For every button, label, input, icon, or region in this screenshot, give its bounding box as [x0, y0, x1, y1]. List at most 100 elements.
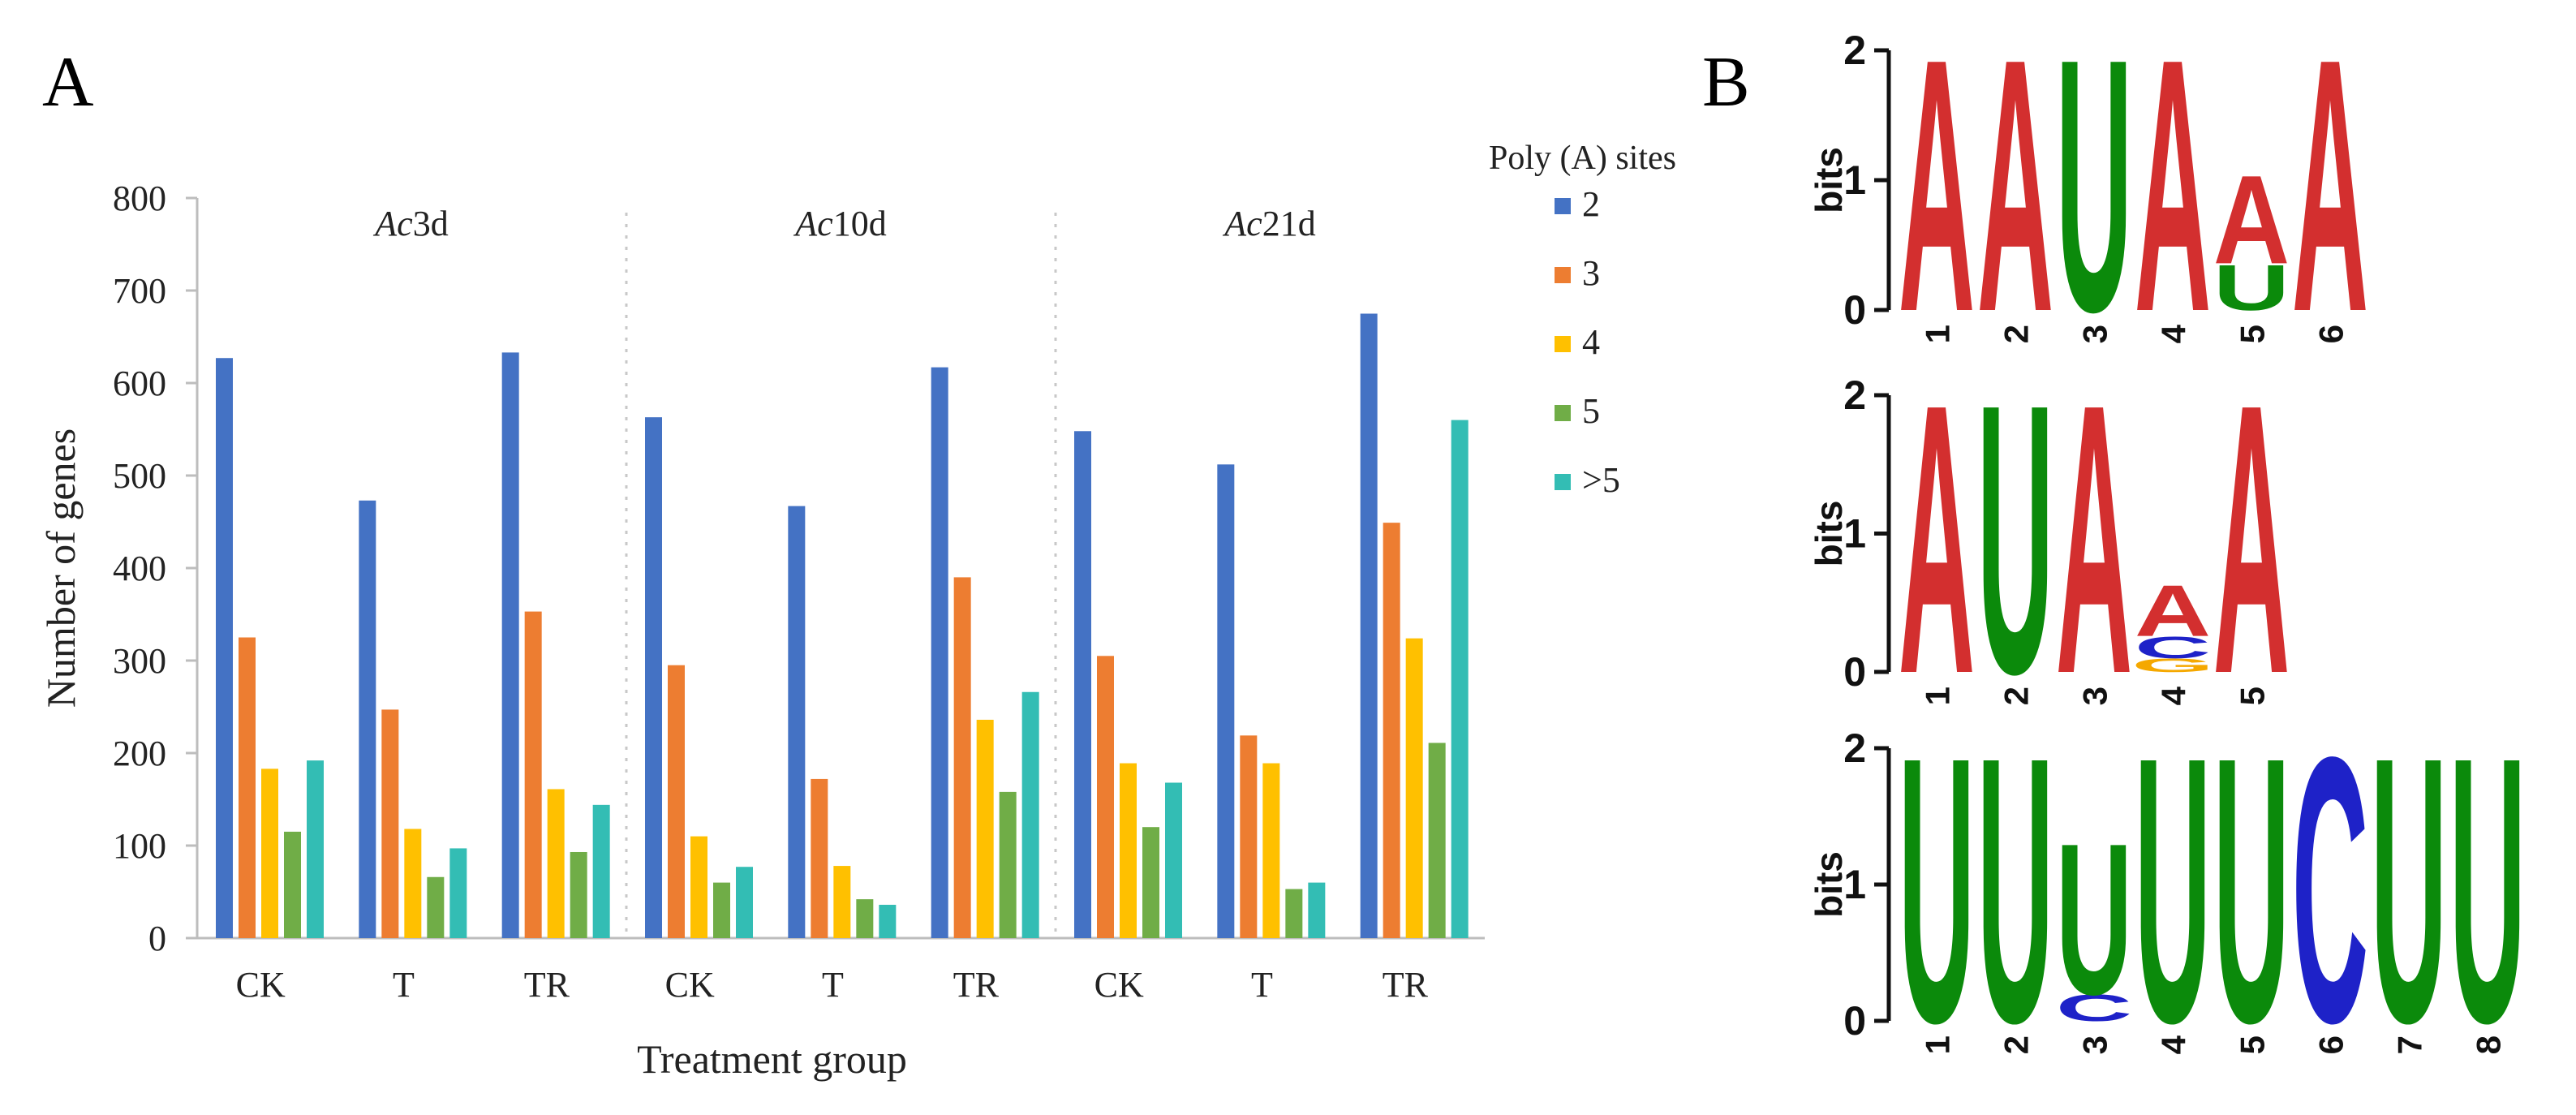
bar-series-3-T — [811, 778, 828, 938]
logo-letter-A: A — [2213, 325, 2290, 754]
logo-y-tick-label: 1 — [1843, 511, 1866, 557]
bar-series-5-T — [1285, 889, 1303, 938]
x-tick-label: TR — [1383, 965, 1429, 1005]
logo-position-label: 1 — [1919, 1035, 1957, 1054]
bar-series-4-TR — [547, 789, 565, 938]
bar-series-3-TR — [953, 577, 971, 938]
logo-y-axis-label: bits — [1808, 501, 1850, 567]
y-tick-label: 400 — [113, 549, 166, 588]
bar-series-4-TR — [976, 719, 994, 938]
bar-series-gt5-CK — [307, 760, 324, 938]
bar-series-5-TR — [570, 851, 587, 938]
y-tick-label: 300 — [113, 641, 166, 681]
group-title: Ac21d — [1222, 204, 1315, 243]
logo-position-label: 4 — [2155, 324, 2193, 343]
logo-position-label: 7 — [2391, 1035, 2429, 1054]
logo-y-tick-label: 1 — [1843, 862, 1866, 907]
x-tick-label: TR — [524, 965, 570, 1005]
bar-series-5-T — [427, 876, 445, 938]
legend-title: Poly (A) sites — [1489, 140, 1676, 177]
legend-swatch — [1555, 405, 1571, 421]
logo-y-tick-label: 0 — [1843, 998, 1866, 1044]
logo-position-label: 2 — [1998, 687, 2036, 705]
bar-series-4-CK — [261, 768, 278, 938]
logo-position-label: 1 — [1919, 687, 1957, 705]
logo-position-label: 5 — [2234, 1035, 2272, 1054]
logo-letter-A: A — [2056, 325, 2132, 754]
legend-swatch — [1555, 267, 1571, 283]
logo-letter-A: A — [2135, 0, 2211, 387]
bar-series-5-CK — [284, 831, 301, 938]
logo-y-tick-label: 0 — [1843, 287, 1866, 333]
bar-series-4-T — [404, 829, 422, 938]
logo-position-label: 2 — [1998, 1035, 2036, 1054]
y-tick-label: 0 — [148, 919, 166, 958]
bar-series-gt5-TR — [1021, 691, 1039, 938]
logo-position-label: 1 — [1919, 325, 1957, 343]
legend-swatch — [1555, 336, 1571, 352]
logo-letter-U: U — [2056, 799, 2132, 1040]
bar-series-gt5-T — [879, 904, 897, 938]
logo-y-tick-label: 2 — [1843, 725, 1866, 771]
legend-entry-label: 2 — [1582, 184, 1600, 224]
panel-b-label: B — [1702, 43, 1750, 122]
y-axis-label: Number of genes — [38, 428, 84, 708]
bar-series-2-CK — [1074, 431, 1091, 938]
logo-letter-U: U — [2213, 678, 2290, 1102]
x-tick-label: CK — [665, 965, 715, 1005]
logo-letter-C: C — [2135, 631, 2211, 665]
legend-swatch — [1555, 198, 1571, 214]
bar-series-2-CK — [216, 358, 233, 939]
x-tick-label: T — [393, 965, 415, 1005]
logo-letter-A: A — [1899, 0, 1975, 387]
logo-letter-U: U — [2213, 252, 2290, 324]
logo-y-axis-label: bits — [1808, 851, 1850, 918]
bar-series-2-T — [1217, 464, 1235, 938]
bar-series-4-CK — [1120, 763, 1137, 938]
bar-series-5-CK — [713, 882, 730, 938]
group-title: Ac10d — [793, 204, 886, 243]
logo-position-label: 6 — [2312, 1035, 2350, 1054]
logo-position-label: 3 — [2076, 687, 2114, 705]
legend-entry-label: 4 — [1582, 322, 1600, 362]
x-axis-label: Treatment group — [637, 1036, 907, 1082]
logo-letter-A: A — [2135, 570, 2211, 652]
logo-y-axis-label: bits — [1808, 147, 1850, 213]
x-tick-label: CK — [1094, 965, 1144, 1005]
logo-letter-G: G — [2131, 655, 2214, 677]
logo-position-label: 8 — [2470, 1035, 2508, 1054]
bar-series-4-TR — [1405, 638, 1423, 938]
bar-series-5-TR — [999, 791, 1017, 938]
x-tick-label: T — [822, 965, 844, 1005]
logo-position-label: 3 — [2076, 325, 2114, 343]
bar-series-3-TR — [1383, 523, 1400, 938]
bar-series-2-TR — [501, 352, 519, 938]
logo-position-label: 4 — [2155, 686, 2193, 705]
bar-series-3-CK — [1097, 656, 1114, 938]
logo-letter-A: A — [2213, 150, 2290, 291]
x-tick-label: TR — [953, 965, 1000, 1005]
legend-swatch — [1555, 474, 1571, 490]
logo-position-label: 5 — [2234, 325, 2272, 343]
group-title: Ac3d — [372, 204, 448, 243]
logo-position-label: 6 — [2312, 325, 2350, 343]
x-tick-label: T — [1251, 965, 1273, 1005]
bar-series-4-T — [833, 866, 851, 938]
bar-series-5-TR — [1428, 743, 1446, 938]
logo-letter-C: C — [2292, 678, 2368, 1102]
logo-letter-U: U — [2135, 678, 2211, 1102]
logo-letter-U: U — [1977, 678, 2053, 1102]
bar-series-5-CK — [1142, 827, 1159, 938]
bar-series-gt5-TR — [592, 804, 610, 938]
bar-series-gt5-CK — [736, 867, 753, 938]
x-tick-label: CK — [236, 965, 286, 1005]
bar-series-5-T — [856, 899, 874, 938]
bar-series-3-T — [1240, 735, 1258, 938]
bar-series-4-T — [1262, 763, 1280, 938]
y-tick-label: 100 — [113, 826, 166, 866]
bar-series-2-T — [788, 506, 806, 938]
logo-letter-A: A — [1899, 325, 1975, 754]
